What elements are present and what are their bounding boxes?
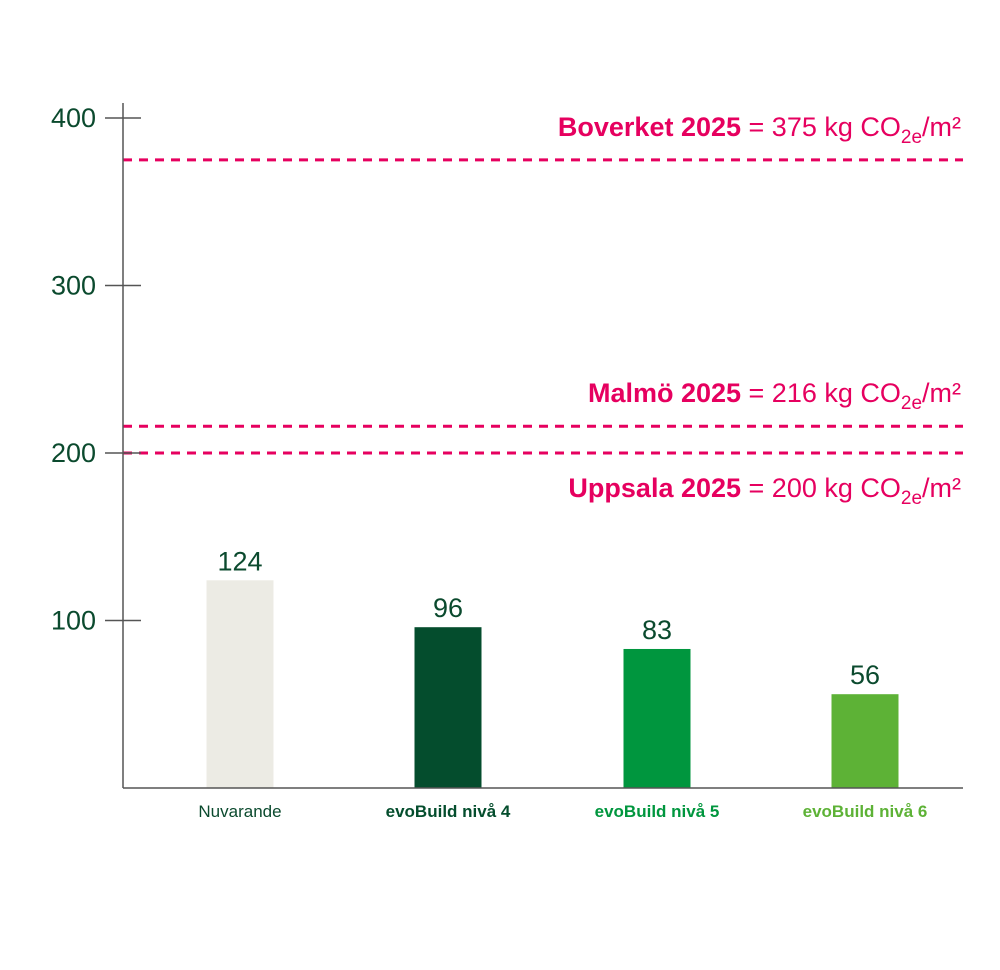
category-label: evoBuild nivå 5 — [595, 802, 720, 821]
reference-value: = 375 kg CO — [741, 112, 901, 142]
category-label: evoBuild nivå 6 — [803, 802, 928, 821]
reference-name: Malmö 2025 — [588, 378, 741, 408]
reference-value: = 200 kg CO — [741, 473, 901, 503]
bar-value-label: 96 — [433, 593, 463, 623]
reference-value: = 216 kg CO — [741, 378, 901, 408]
category-label: evoBuild nivå 4 — [386, 802, 511, 821]
bars: 124 Nuvarande 96 evoBuild nivå 4 83 evoBuild … — [198, 546, 927, 821]
reference-name: Uppsala 2025 — [568, 473, 741, 503]
y-tick-label: 300 — [51, 271, 96, 301]
reference-unit: /m² — [922, 378, 961, 408]
reference-unit: /m² — [922, 473, 961, 503]
axes: 100 200 300 400 — [51, 103, 963, 789]
reference-label: Malmö 2025 = 216 kg CO2e/m² — [588, 378, 961, 414]
reference-subscript: 2e — [901, 127, 922, 148]
bar-value-label: 83 — [642, 615, 672, 645]
bar-value-label: 56 — [850, 660, 880, 690]
bar — [414, 627, 482, 788]
bar — [831, 694, 899, 788]
bar-value-label: 124 — [217, 546, 262, 576]
y-tick-label: 100 — [51, 606, 96, 636]
reference-label: Boverket 2025 = 375 kg CO2e/m² — [558, 112, 961, 148]
reference-unit: /m² — [922, 112, 961, 142]
category-label: Nuvarande — [198, 802, 281, 821]
bar — [206, 580, 274, 788]
y-tick-label: 200 — [51, 438, 96, 468]
reference-label: Uppsala 2025 = 200 kg CO2e/m² — [568, 473, 961, 509]
reference-subscript: 2e — [901, 488, 922, 509]
reference-name: Boverket 2025 — [558, 112, 741, 142]
y-tick-label: 400 — [51, 103, 96, 133]
reference-subscript: 2e — [901, 393, 922, 414]
bar — [623, 648, 691, 788]
